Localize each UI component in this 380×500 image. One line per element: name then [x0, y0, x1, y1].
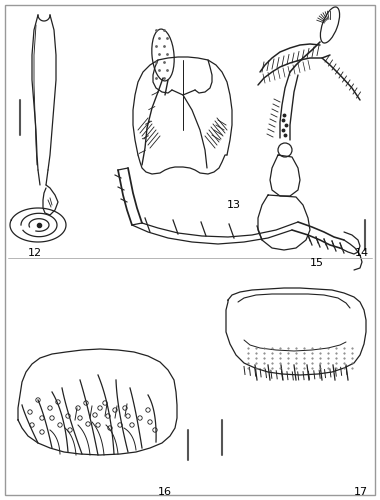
Circle shape [130, 423, 134, 427]
Circle shape [40, 430, 44, 434]
Circle shape [153, 428, 157, 432]
Circle shape [78, 416, 82, 420]
Circle shape [58, 423, 62, 427]
Text: 12: 12 [28, 248, 42, 258]
Circle shape [28, 410, 32, 414]
Ellipse shape [152, 29, 174, 81]
Text: 13: 13 [227, 200, 241, 210]
Text: 14: 14 [355, 248, 369, 258]
Circle shape [108, 426, 112, 430]
Circle shape [40, 416, 44, 420]
Circle shape [76, 406, 80, 410]
Circle shape [96, 423, 100, 427]
Circle shape [50, 416, 54, 420]
Circle shape [118, 423, 122, 427]
Circle shape [126, 414, 130, 418]
Circle shape [56, 400, 60, 404]
Circle shape [36, 398, 40, 402]
Circle shape [84, 401, 88, 405]
Circle shape [93, 413, 97, 417]
Circle shape [148, 420, 152, 424]
Circle shape [138, 416, 142, 420]
Circle shape [103, 401, 107, 405]
Ellipse shape [320, 7, 340, 43]
Circle shape [68, 428, 72, 432]
Circle shape [86, 422, 90, 426]
Circle shape [113, 408, 117, 412]
Circle shape [98, 406, 102, 410]
Text: 16: 16 [158, 487, 172, 497]
Circle shape [278, 143, 292, 157]
Circle shape [123, 406, 127, 410]
Text: 17: 17 [354, 487, 368, 497]
Circle shape [30, 423, 34, 427]
Circle shape [66, 414, 70, 418]
Circle shape [106, 414, 110, 418]
Circle shape [146, 408, 150, 412]
Text: 15: 15 [310, 258, 324, 268]
Circle shape [48, 406, 52, 410]
